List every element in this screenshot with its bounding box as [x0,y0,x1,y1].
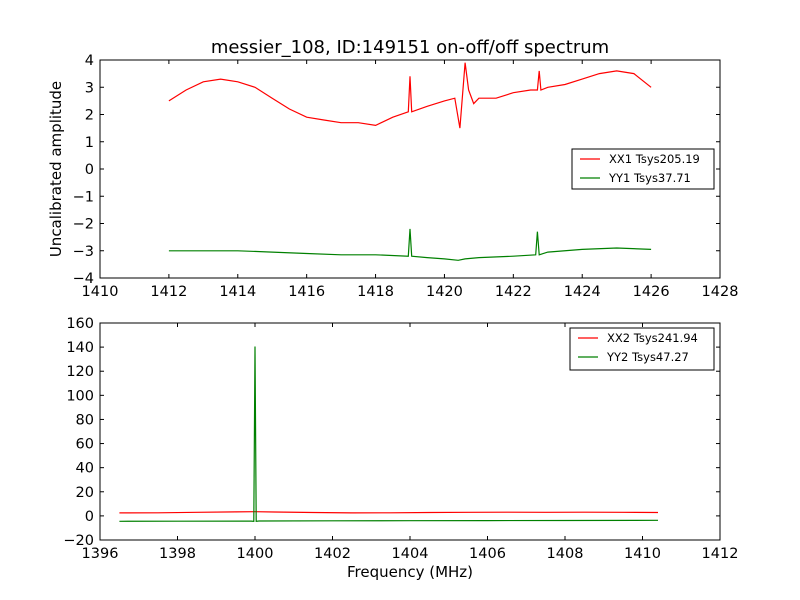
legend: XX2 Tsys241.94 YY2 Tsys47.27 [569,327,715,371]
x-tick-label: 1416 [288,284,325,300]
legend-entry: YY2 Tsys47.27 [606,350,689,364]
x-tick-label: 1400 [237,546,274,562]
legend-entry: XX1 Tsys205.19 [609,152,700,166]
x-tick-label: 1414 [219,284,256,300]
x-tick-label: 1412 [150,284,187,300]
x-tick-label: 1428 [702,284,739,300]
y-tick-label: 160 [66,316,94,332]
x-tick-label: 1412 [702,546,739,562]
y-tick-label: −20 [63,533,94,549]
y-tick-label: 140 [66,340,94,356]
y-tick-label: −1 [73,189,94,205]
y-axis-label: Uncalibrated amplitude [47,81,65,257]
x-tick-label: 1410 [624,546,661,562]
series-line-yy [168,228,652,261]
y-tick-label: 4 [85,53,94,69]
series-line-yy [119,346,659,522]
y-tick-label: 80 [76,412,94,428]
y-tick-label: 0 [85,509,94,525]
y-tick-label: −3 [73,244,94,260]
x-tick-label: 1398 [159,546,196,562]
legend-entry: YY1 Tsys37.71 [608,171,691,185]
chart-title: messier_108, ID:149151 on-off/off spectr… [211,37,609,58]
x-tick-label: 1408 [547,546,584,562]
top-panel: 1410 1412 1414 1416 1418 1420 1422 1424 1426 1428… [47,53,738,300]
y-tick-label: 60 [76,437,94,453]
series-line-xx [168,62,652,129]
x-tick-label: 1410 [82,284,119,300]
x-tick-label: 1420 [426,284,463,300]
y-tick-label: 0 [85,162,94,178]
y-tick-label: 100 [66,388,94,404]
legend: XX1 Tsys205.19 YY1 Tsys37.71 [571,148,715,190]
x-tick-label: 1426 [633,284,670,300]
y-tick-label: 1 [85,135,94,151]
y-tick-label: 2 [85,108,94,124]
x-tick-label: 1402 [314,546,351,562]
x-tick-label: 1396 [82,546,119,562]
y-tick-label: 20 [76,485,94,501]
series-line-xx [119,511,659,514]
legend-entry: XX2 Tsys241.94 [607,331,698,345]
x-tick-label: 1422 [495,284,532,300]
y-tick-label: 3 [85,80,94,96]
y-tick-label: −4 [73,271,94,287]
x-tick-label: 1418 [357,284,394,300]
x-axis-label: Frequency (MHz) [347,563,473,581]
x-tick-label: 1424 [564,284,601,300]
x-tick-label: 1404 [392,546,429,562]
bottom-panel: 1396 1398 1400 1402 1404 1406 1408 1410 1412 −20 0… [63,316,738,581]
y-tick-label: −2 [73,217,94,233]
y-tick-label: 40 [76,461,94,477]
y-tick-label: 120 [66,364,94,380]
x-tick-label: 1406 [469,546,506,562]
